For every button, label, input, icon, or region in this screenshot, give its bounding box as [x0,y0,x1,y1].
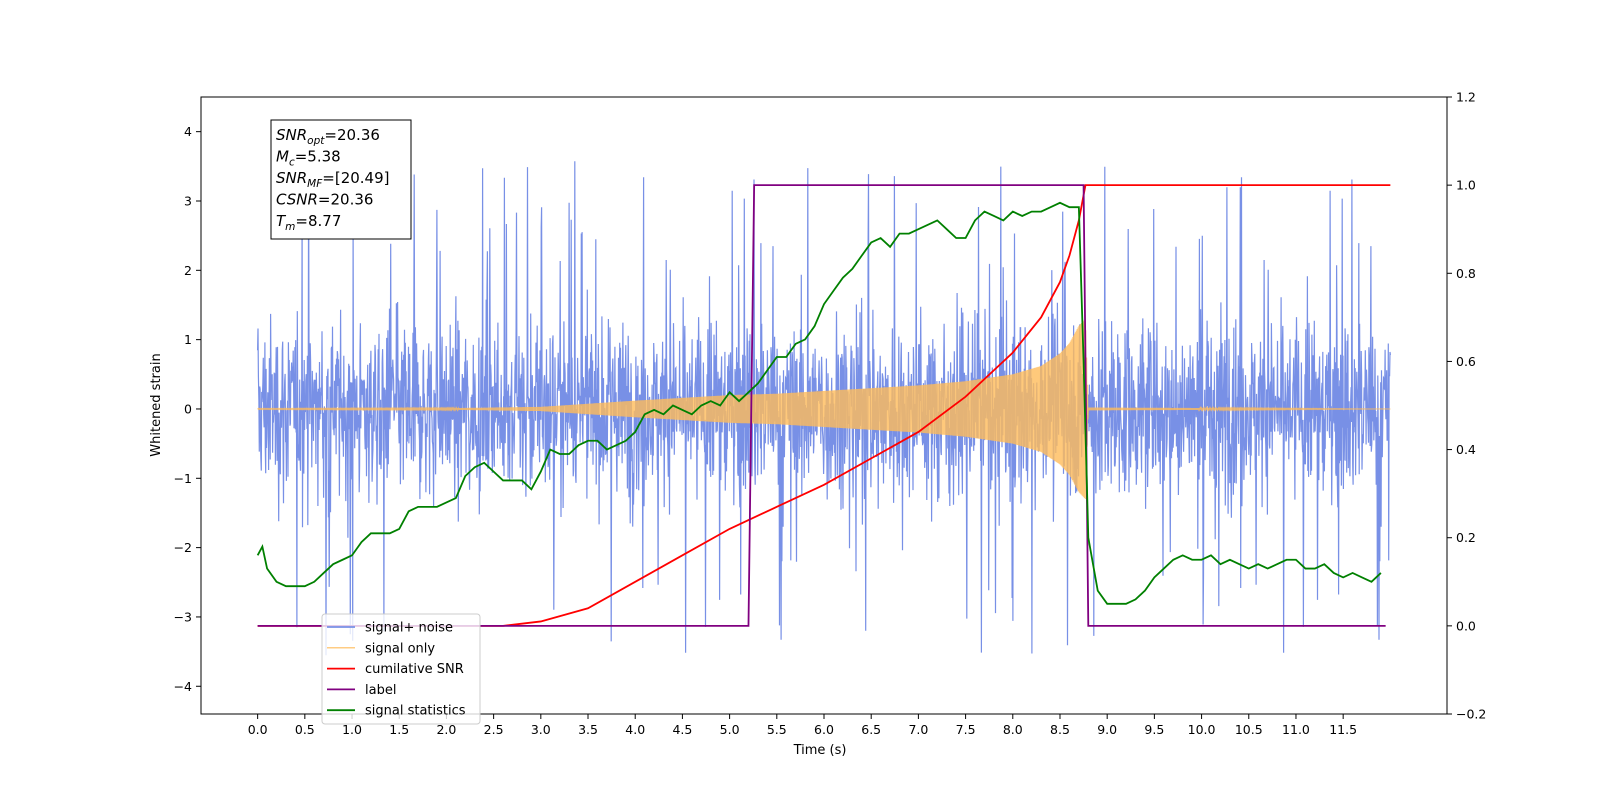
y-tick-label: 0 [184,401,192,416]
x-tick-label: 3.5 [578,722,598,737]
series-label-line [257,184,1386,627]
x-tick-label: 11.5 [1329,722,1357,737]
y2-tick-label: 0.6 [1456,354,1476,369]
annotation-line: SNRopt=20.36 [276,126,380,147]
legend-label: signal+ noise [365,621,453,636]
x-tick-label: 7.0 [908,722,928,737]
y-tick-label: −3 [174,609,192,624]
y-axis-left: −4 −3 −2 −1 0 1 2 3 4 [174,124,201,694]
x-axis: 0.0 0.5 1.0 1.5 2.0 2.5 3.0 3.5 4.0 4.5 5.0 5.5 6.0 6… [248,714,1357,737]
x-tick-label: 6.5 [861,722,881,737]
y2-tick-label: −0.2 [1456,707,1486,722]
signal-series [257,319,1391,500]
annotation-frame [270,119,412,240]
legend-label: cumilative SNR [365,662,464,677]
x-tick-label: 4.5 [672,722,692,737]
y-tick-label: −2 [174,540,192,555]
x-tick-label: 10.0 [1188,722,1216,737]
annotation-line: SNRMF=[20.49] [276,169,390,190]
y-tick-label: −1 [174,471,192,486]
x-tick-label: 0.5 [295,722,315,737]
x-tick-label: 7.5 [956,722,976,737]
x-tick-label: 9.5 [1144,722,1164,737]
x-tick-label: 5.5 [767,722,787,737]
y2-tick-label: 1.2 [1456,90,1476,105]
noise-series [257,161,1391,656]
x-tick-label: 1.5 [389,722,409,737]
x-tick-label: 1.0 [342,722,362,737]
stats-annotation-box: SNRopt=20.36Mc=5.38SNRMF=[20.49]CSNR=20.… [270,119,412,240]
series-cumilative-snr-line [257,184,1391,627]
y-axis-title: Whitened strain [149,353,164,456]
series-signal-only-line [257,319,1391,500]
x-tick-label: 10.5 [1235,722,1263,737]
annotation-line: CSNR=20.36 [276,191,373,209]
annotation-line: Mc=5.38 [276,148,341,169]
x-tick-label: 3.0 [531,722,551,737]
x-tick-label: 2.5 [484,722,504,737]
legend-label: signal only [365,641,435,656]
y-tick-label: 4 [184,124,192,139]
x-tick-label: 0.0 [248,722,268,737]
x-tick-label: 6.0 [814,722,834,737]
y-tick-label: −4 [174,679,192,694]
y2-tick-label: 0.4 [1456,442,1476,457]
series-signal-statistics-line [256,201,1382,605]
series-signal-noise-line [257,161,1391,656]
x-tick-label: 5.0 [720,722,740,737]
y2-tick-label: 0.2 [1456,530,1476,545]
y2-tick-label: 1.0 [1456,178,1476,193]
annotation-line: Tm=8.77 [276,212,341,233]
x-tick-label: 11.0 [1282,722,1310,737]
x-tick-label: 2.0 [436,722,456,737]
x-axis-title: Time (s) [793,743,847,758]
legend-frame [321,613,481,725]
x-tick-label: 9.0 [1097,722,1117,737]
y-tick-label: 2 [184,263,192,278]
y-tick-label: 3 [184,193,192,208]
right-axis-series [256,184,1391,627]
legend-label: signal statistics [365,704,466,719]
x-tick-label: 8.5 [1050,722,1070,737]
y2-tick-label: 0.8 [1456,266,1476,281]
x-tick-label: 8.0 [1003,722,1023,737]
y-tick-label: 1 [184,332,192,347]
legend-label: label [365,683,396,698]
legend: signal+ noise signal only cumilative SNR la… [321,613,481,725]
x-tick-label: 4.0 [625,722,645,737]
y2-tick-label: 0.0 [1456,618,1476,633]
y-axis-right: −0.2 0.0 0.2 0.4 0.6 0.8 1.0 1.2 [1447,90,1486,722]
